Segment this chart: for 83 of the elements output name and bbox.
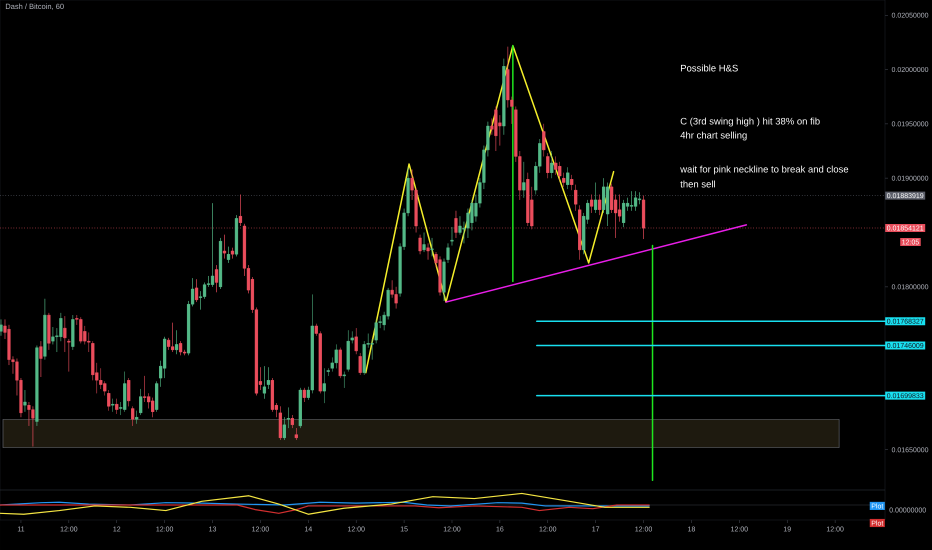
candlestick <box>155 381 158 412</box>
candlestick <box>139 388 142 416</box>
candlestick <box>210 202 214 288</box>
candlestick <box>346 330 350 372</box>
candlestick <box>334 344 338 369</box>
candlestick <box>574 184 578 212</box>
annotation: 4hr chart selling <box>680 132 747 140</box>
candlestick <box>430 238 434 257</box>
candlestick <box>67 338 70 372</box>
annotation: then sell <box>680 180 715 188</box>
candlestick <box>622 200 626 228</box>
candlestick <box>222 234 226 259</box>
candlestick <box>442 258 446 302</box>
candlestick <box>578 205 582 260</box>
candlestick <box>226 246 230 264</box>
candlestick <box>354 328 358 354</box>
candlestick <box>262 366 266 399</box>
candlestick <box>350 331 354 344</box>
candlestick <box>526 172 530 226</box>
candlestick <box>342 371 346 388</box>
candlestick <box>107 390 110 411</box>
candlestick <box>290 414 294 428</box>
candlestick <box>302 388 306 402</box>
candlestick <box>111 398 114 412</box>
candlestick <box>338 347 342 378</box>
candlestick <box>63 316 66 352</box>
candlestick <box>0 319 3 336</box>
candlestick <box>598 194 602 216</box>
candlestick <box>446 243 450 264</box>
candlestick <box>550 150 554 178</box>
candlestick <box>234 214 238 257</box>
candlestick <box>79 317 82 344</box>
candlestick <box>298 388 302 428</box>
candlestick <box>326 368 330 376</box>
candlestick <box>123 371 126 412</box>
candlestick <box>151 397 154 418</box>
candlestick <box>170 322 174 352</box>
candlestick <box>23 390 27 412</box>
candlestick <box>590 194 594 214</box>
candlestick <box>43 298 47 360</box>
candlestick <box>502 58 506 135</box>
candlestick <box>634 190 638 212</box>
candlestick <box>570 174 574 190</box>
candlestick <box>418 234 422 254</box>
candlestick <box>71 314 74 350</box>
candlestick <box>606 182 610 226</box>
candlestick <box>135 410 138 424</box>
candlestick <box>194 279 198 302</box>
candlestick <box>322 368 326 404</box>
candlestick <box>522 162 526 198</box>
candlestick <box>218 238 222 290</box>
candlestick <box>294 428 298 440</box>
candlestick <box>282 416 286 440</box>
candlestick <box>35 345 39 426</box>
candlestick <box>115 398 118 414</box>
candlestick <box>230 247 234 259</box>
candlestick <box>562 172 566 188</box>
candlestick <box>438 256 442 296</box>
candlestick <box>546 152 550 178</box>
candlestick <box>566 167 570 190</box>
candlestick <box>630 190 634 212</box>
candlestick <box>450 226 454 246</box>
candlestick <box>426 243 430 260</box>
candlestick <box>174 330 178 354</box>
candlestick <box>214 264 218 292</box>
candlestick <box>39 340 43 378</box>
candlestick <box>47 312 51 350</box>
candlestick <box>358 352 362 376</box>
candlestick <box>542 124 546 157</box>
candlestick <box>127 378 130 407</box>
annotation: Possible H&S <box>680 64 738 72</box>
candlestick <box>286 407 290 428</box>
candlestick <box>374 319 378 344</box>
candlestick <box>178 340 182 356</box>
candlestick <box>31 406 35 447</box>
annotation: wait for pink neckline to break and close <box>680 166 848 174</box>
candlestick <box>594 182 598 214</box>
annotation: C (3rd swing high ) hit 38% on fib <box>680 118 820 126</box>
candlestick <box>266 367 270 390</box>
candlestick <box>278 406 282 440</box>
candlestick <box>422 232 426 252</box>
candlestick <box>494 106 498 152</box>
candlestick <box>131 406 134 426</box>
